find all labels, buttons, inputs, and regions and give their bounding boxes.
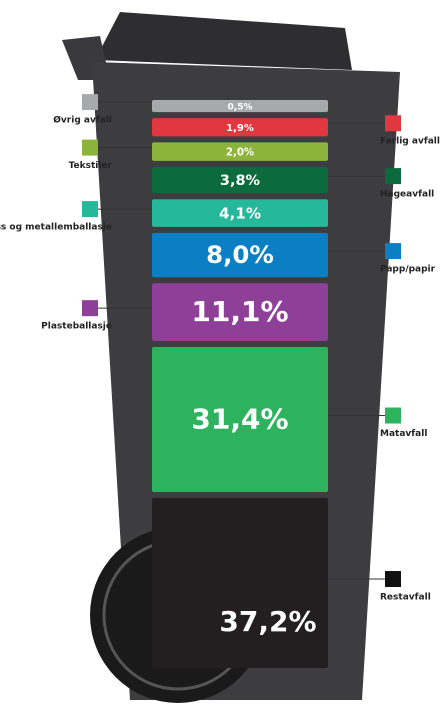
segment: [152, 232, 328, 278]
value-label: 11,1%: [191, 295, 288, 328]
segment: [152, 118, 328, 137]
category-label: Papp/papir: [380, 265, 436, 275]
icon: [385, 407, 401, 424]
category-label: Farlig avfall: [380, 137, 440, 147]
value-label: 0,5%: [228, 103, 253, 113]
icon: [385, 571, 401, 588]
value-label: 37,2%: [219, 605, 316, 638]
category-label: Matavfall: [380, 429, 427, 439]
value-label: 1,9%: [226, 123, 254, 134]
segment: [152, 199, 328, 227]
segment: [152, 283, 328, 342]
value-label: 31,4%: [191, 403, 288, 436]
icon: [82, 201, 98, 218]
category-label: Restavfall: [380, 593, 431, 603]
icon: [82, 94, 98, 111]
category-label: Plasteballasje: [41, 322, 112, 332]
category-label: Glass og metallemballasje: [0, 223, 112, 233]
icon: [82, 300, 98, 317]
value-label: 8,0%: [206, 240, 274, 269]
value-label: 4,1%: [219, 205, 261, 223]
segment: [152, 347, 328, 493]
bin-lid: [95, 12, 352, 70]
category-label: Hageavfall: [380, 190, 434, 200]
category-label: Tekstiler: [69, 161, 113, 171]
segment: [152, 100, 328, 113]
category-label: Øvrig avfall: [53, 115, 112, 126]
icon: [385, 115, 401, 132]
segment: [152, 142, 328, 161]
icon: [82, 139, 98, 156]
value-label: 3,8%: [220, 173, 261, 189]
value-label: 2,0%: [226, 148, 254, 159]
segment: [152, 166, 328, 194]
segment: [152, 498, 328, 668]
icon: [385, 168, 401, 185]
icon: [385, 243, 401, 260]
